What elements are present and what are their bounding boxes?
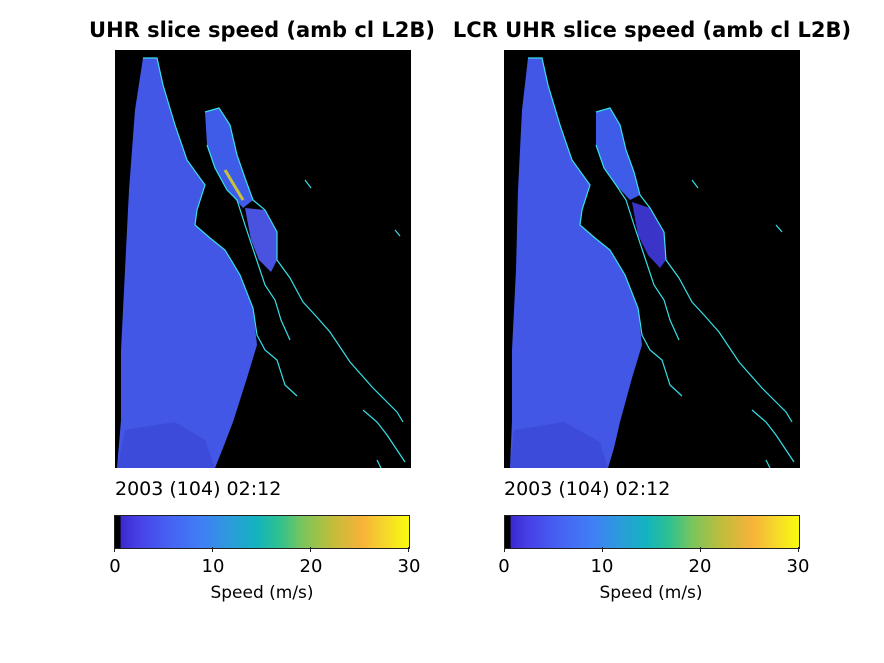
left-coastlines (143, 57, 406, 468)
right-tick-label-20: 20 (688, 556, 712, 577)
right-timestamp: 2003 (104) 02:12 (504, 478, 671, 500)
right-coastlines (528, 57, 795, 468)
right-ocean-swath (510, 58, 642, 468)
right-colorbar (504, 515, 800, 549)
left-gulf-north (205, 108, 253, 208)
right-gulf-south (632, 202, 666, 268)
right-wind-speed-map (504, 50, 800, 468)
left-tick-0 (114, 547, 115, 552)
left-timestamp: 2003 (104) 02:12 (115, 478, 282, 500)
right-map-svg (510, 57, 795, 468)
right-tick-0 (504, 547, 505, 552)
left-tick-label-30: 30 (397, 556, 421, 577)
right-gulf-north (596, 108, 640, 200)
left-tick-30 (408, 547, 409, 552)
right-tick-10 (602, 547, 603, 552)
left-high-speed-streak (223, 169, 245, 201)
left-colorbar (114, 515, 410, 549)
left-tick-label-0: 0 (109, 556, 121, 577)
left-wind-speed-map (115, 50, 411, 468)
right-panel-title: LCR UHR slice speed (amb cl L2B) (452, 18, 852, 42)
left-gulf-south (245, 208, 277, 272)
left-tick-label-10: 10 (201, 556, 225, 577)
right-tick-30 (798, 547, 799, 552)
right-tick-label-0: 0 (498, 556, 510, 577)
right-colorbar-label: Speed (m/s) (599, 583, 703, 603)
left-tick-label-20: 20 (299, 556, 323, 577)
left-tick-10 (212, 547, 213, 552)
left-ocean-texture (117, 422, 215, 468)
right-tick-20 (700, 547, 701, 552)
left-ocean-swath (117, 58, 257, 468)
left-tick-20 (310, 547, 311, 552)
right-tick-label-30: 30 (786, 556, 810, 577)
left-map-svg (117, 57, 406, 468)
left-panel-title: UHR slice speed (amb cl L2B) (89, 18, 435, 42)
left-colorbar-label: Speed (m/s) (210, 583, 314, 603)
right-tick-label-10: 10 (590, 556, 614, 577)
right-ocean-texture (510, 422, 608, 468)
